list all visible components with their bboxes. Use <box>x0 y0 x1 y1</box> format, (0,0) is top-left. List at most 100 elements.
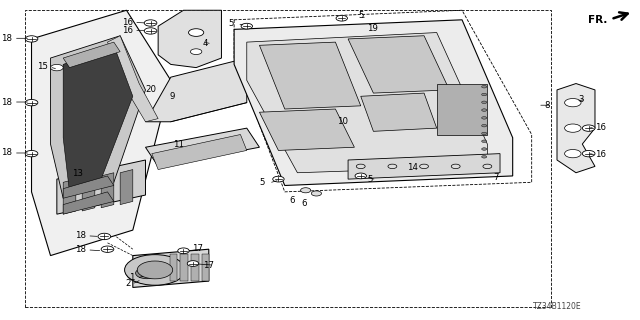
Circle shape <box>420 164 428 169</box>
Bar <box>170 254 177 281</box>
Text: 18: 18 <box>1 148 12 157</box>
Text: 16: 16 <box>595 123 605 132</box>
Polygon shape <box>133 249 209 287</box>
Text: 17: 17 <box>192 244 203 253</box>
Circle shape <box>178 248 189 254</box>
Circle shape <box>482 132 487 135</box>
Text: 18: 18 <box>1 34 12 43</box>
Circle shape <box>582 150 595 157</box>
Bar <box>25 10 550 307</box>
Text: 8: 8 <box>544 101 550 110</box>
Circle shape <box>356 164 365 169</box>
Polygon shape <box>234 20 513 186</box>
Circle shape <box>25 36 38 42</box>
Polygon shape <box>57 160 145 214</box>
Text: 3: 3 <box>579 95 584 104</box>
Text: 5: 5 <box>228 19 234 28</box>
Circle shape <box>241 23 252 29</box>
Circle shape <box>482 148 487 150</box>
Polygon shape <box>361 93 436 131</box>
Circle shape <box>188 261 198 267</box>
Polygon shape <box>158 10 221 68</box>
Circle shape <box>25 100 38 106</box>
Polygon shape <box>247 33 487 173</box>
Polygon shape <box>145 128 259 166</box>
Polygon shape <box>557 84 595 173</box>
Circle shape <box>482 156 487 158</box>
Circle shape <box>482 109 487 111</box>
Circle shape <box>101 246 114 252</box>
Circle shape <box>191 49 202 54</box>
Text: 14: 14 <box>407 163 418 172</box>
Polygon shape <box>63 42 120 68</box>
Circle shape <box>582 125 595 131</box>
Text: 18: 18 <box>76 231 86 240</box>
Polygon shape <box>51 36 145 198</box>
Circle shape <box>144 28 157 34</box>
Circle shape <box>482 93 487 96</box>
Text: 13: 13 <box>72 169 83 178</box>
Text: 4: 4 <box>203 39 209 48</box>
Bar <box>180 254 188 281</box>
Circle shape <box>98 233 111 240</box>
Circle shape <box>482 140 487 142</box>
Text: FR.: FR. <box>588 15 607 25</box>
Circle shape <box>451 164 460 169</box>
Circle shape <box>51 64 63 71</box>
Polygon shape <box>436 84 487 134</box>
Text: 5: 5 <box>367 175 373 184</box>
Polygon shape <box>348 36 449 93</box>
Circle shape <box>564 149 581 158</box>
Circle shape <box>273 176 284 182</box>
Text: 2: 2 <box>125 279 131 288</box>
Text: 11: 11 <box>173 140 184 149</box>
Text: 16: 16 <box>122 18 133 27</box>
Text: 1: 1 <box>129 273 135 282</box>
Polygon shape <box>152 134 247 170</box>
Polygon shape <box>259 109 355 150</box>
Polygon shape <box>63 45 133 192</box>
Circle shape <box>127 263 167 283</box>
Text: 6: 6 <box>301 199 307 208</box>
Polygon shape <box>259 42 361 109</box>
Circle shape <box>136 268 158 279</box>
Circle shape <box>482 101 487 104</box>
Circle shape <box>355 173 367 179</box>
Circle shape <box>482 85 487 88</box>
Text: 15: 15 <box>36 62 48 71</box>
Circle shape <box>564 99 581 107</box>
Circle shape <box>137 261 173 279</box>
Polygon shape <box>31 10 171 256</box>
Bar <box>202 254 209 281</box>
Polygon shape <box>101 173 114 208</box>
Polygon shape <box>348 154 500 179</box>
Circle shape <box>25 150 38 157</box>
Polygon shape <box>108 36 158 122</box>
Text: 16: 16 <box>122 26 133 35</box>
Circle shape <box>564 124 581 132</box>
Text: 18: 18 <box>1 98 12 107</box>
Text: 5: 5 <box>260 179 266 188</box>
Polygon shape <box>63 176 114 198</box>
Circle shape <box>144 20 157 26</box>
Text: 9: 9 <box>170 92 175 101</box>
Circle shape <box>482 116 487 119</box>
Circle shape <box>483 164 492 169</box>
Text: 18: 18 <box>76 245 86 254</box>
Text: 20: 20 <box>145 85 156 94</box>
Circle shape <box>482 124 487 127</box>
Text: 16: 16 <box>595 150 605 159</box>
Text: 6: 6 <box>290 196 295 205</box>
Circle shape <box>125 255 186 285</box>
Polygon shape <box>63 179 76 214</box>
Circle shape <box>388 164 397 169</box>
Circle shape <box>301 188 311 193</box>
Text: 10: 10 <box>337 116 349 126</box>
Circle shape <box>311 191 321 196</box>
Bar <box>191 254 198 281</box>
Text: 17: 17 <box>204 261 214 270</box>
Text: 5: 5 <box>358 12 364 20</box>
Polygon shape <box>145 58 247 122</box>
Circle shape <box>189 29 204 36</box>
Text: 19: 19 <box>367 24 378 33</box>
